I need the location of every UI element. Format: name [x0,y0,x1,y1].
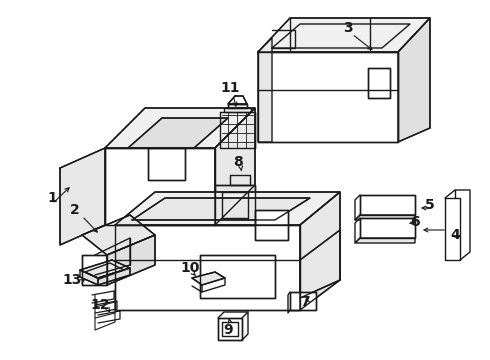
Polygon shape [300,192,340,310]
Polygon shape [215,108,255,225]
Polygon shape [132,198,310,220]
Polygon shape [105,148,215,225]
Polygon shape [258,18,430,52]
Polygon shape [355,215,415,220]
Polygon shape [215,185,255,225]
Polygon shape [398,18,430,142]
Text: 7: 7 [300,295,310,309]
Polygon shape [290,292,316,310]
Polygon shape [258,52,398,142]
Text: 13: 13 [62,273,82,287]
Polygon shape [368,68,390,98]
Text: 2: 2 [70,203,80,217]
Text: 1: 1 [47,191,57,205]
Polygon shape [228,104,247,108]
Text: 12: 12 [90,298,110,312]
Text: 11: 11 [220,81,240,95]
Polygon shape [80,270,98,285]
Polygon shape [200,255,275,298]
Text: 10: 10 [180,261,200,275]
Polygon shape [98,268,130,285]
Polygon shape [115,225,300,310]
Polygon shape [230,175,250,185]
Polygon shape [115,192,340,225]
Polygon shape [224,108,251,112]
Text: 3: 3 [343,21,353,35]
Text: 5: 5 [425,198,435,212]
Polygon shape [360,218,415,238]
Polygon shape [60,148,105,245]
Text: 6: 6 [410,215,420,229]
Text: 9: 9 [223,323,233,337]
Polygon shape [148,148,185,180]
Text: 4: 4 [450,228,460,242]
Polygon shape [258,38,272,142]
Polygon shape [300,230,340,298]
Polygon shape [82,255,107,285]
Polygon shape [107,235,155,285]
Polygon shape [255,210,288,240]
Polygon shape [355,238,415,243]
Text: 8: 8 [233,155,243,169]
Polygon shape [105,108,255,148]
Polygon shape [192,272,225,285]
Polygon shape [360,195,415,215]
Polygon shape [218,318,242,340]
Polygon shape [222,192,248,218]
Polygon shape [228,96,247,104]
Polygon shape [80,260,130,278]
Polygon shape [82,215,155,255]
Polygon shape [220,112,255,148]
Polygon shape [128,118,228,148]
